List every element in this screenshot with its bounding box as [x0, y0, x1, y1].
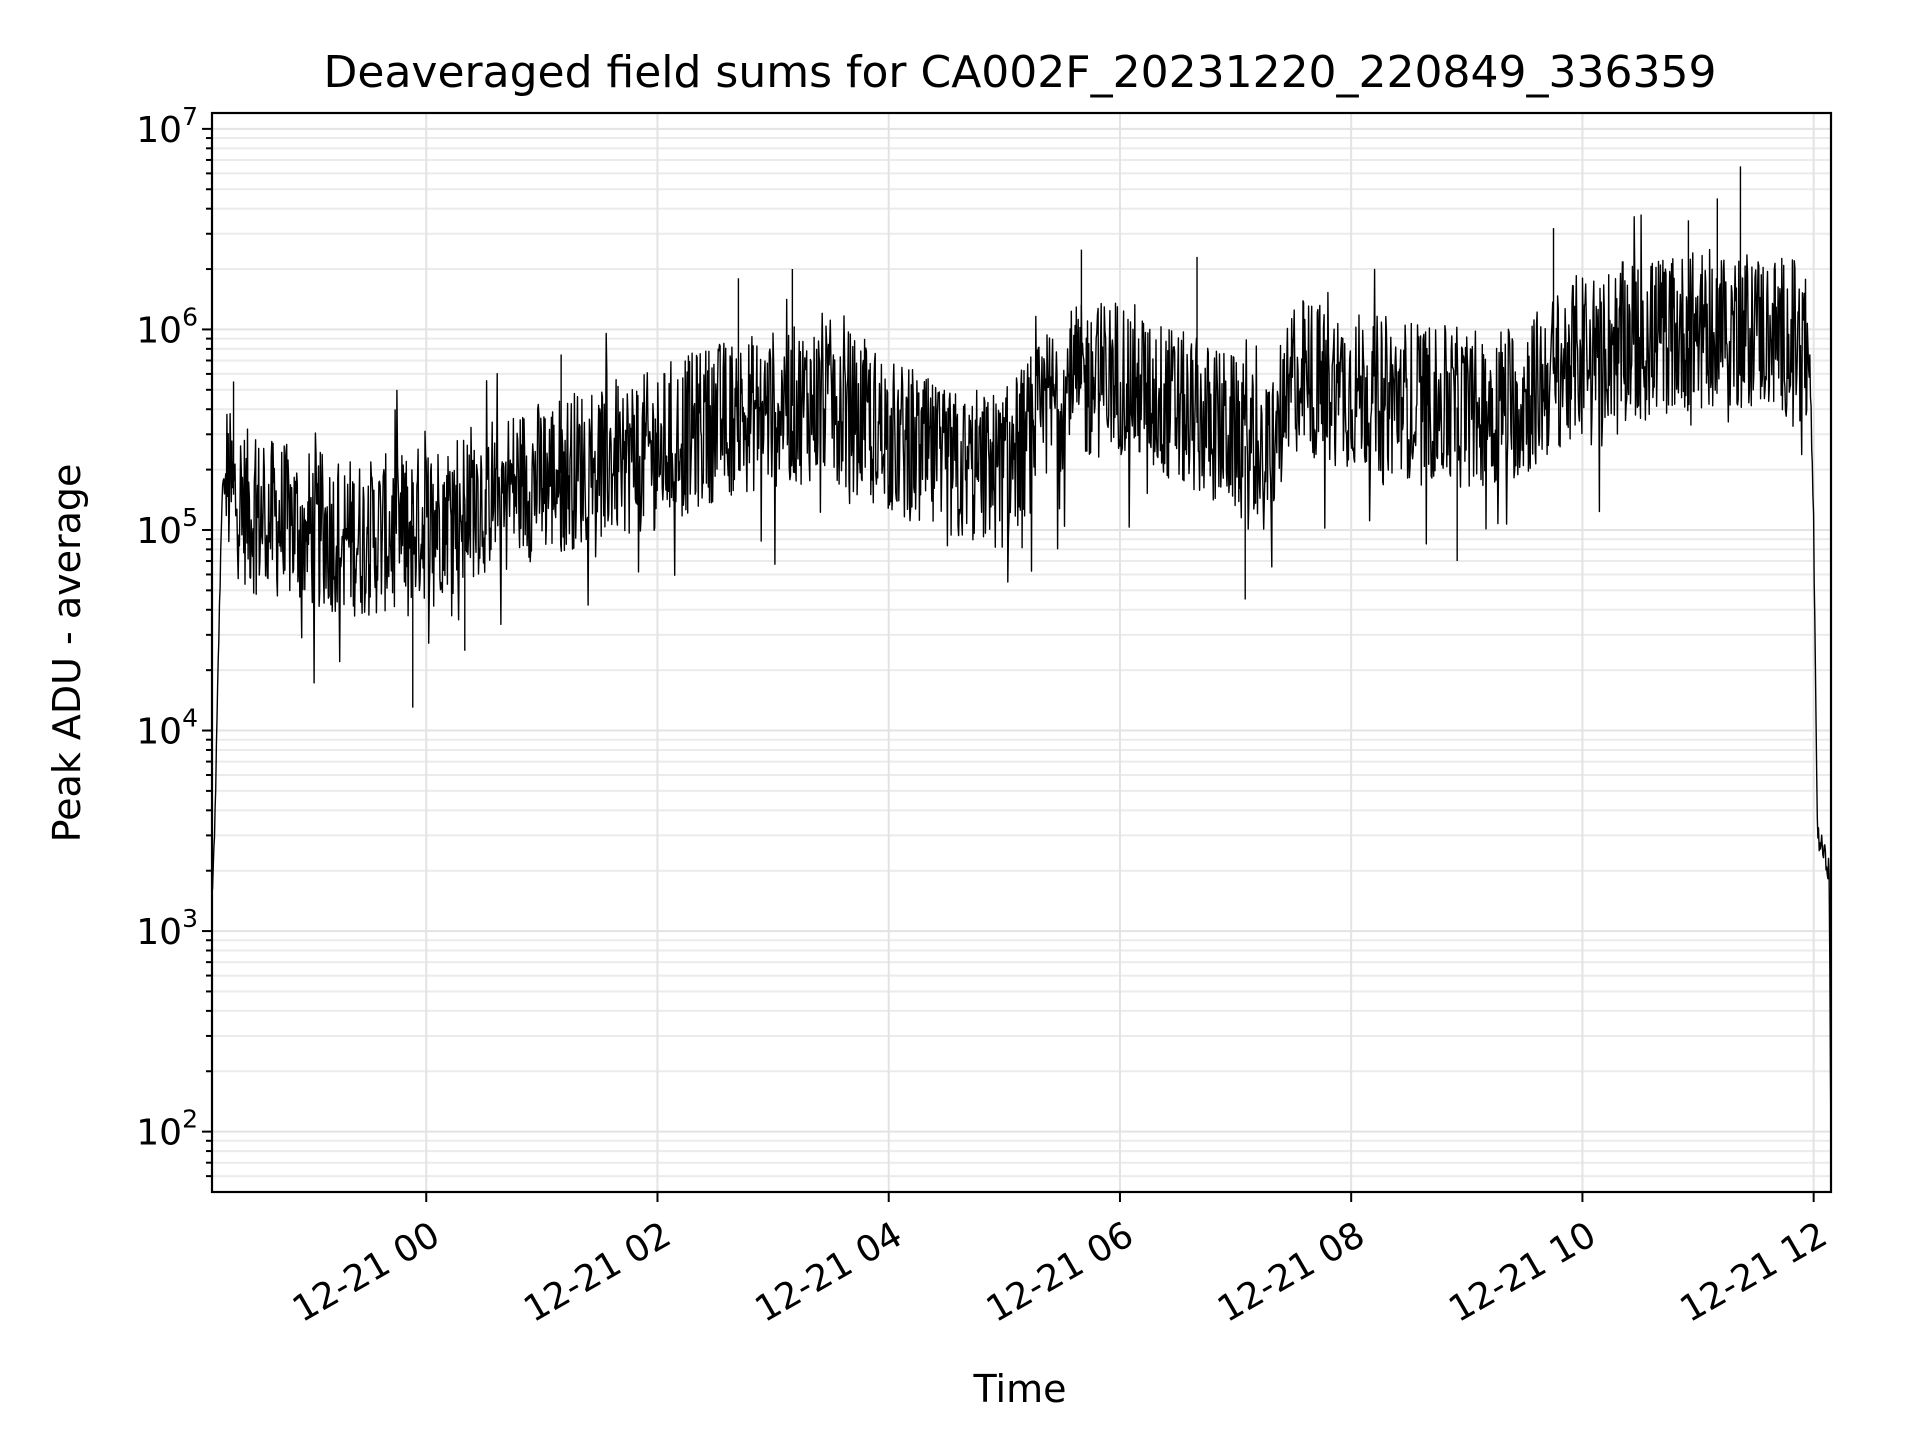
grid-layer	[212, 113, 1831, 1192]
chart-title: Deaveraged field sums for CA002F_2023122…	[324, 47, 1717, 98]
x-tick-label: 12-21 08	[1211, 1214, 1372, 1330]
data-layer	[211, 166, 1832, 1148]
x-axis: 12-21 00 12-21 02 12-21 04 12-21 06 12-21 08…	[286, 1192, 1834, 1331]
plot-frame	[210, 111, 1833, 1194]
x-tick-label: 12-21 02	[517, 1214, 678, 1330]
y-tick-label: 107	[136, 102, 198, 151]
y-tick-label: 105	[136, 503, 198, 552]
x-tick-label: 12-21 06	[980, 1214, 1141, 1330]
x-tick-label: 12-21 04	[749, 1214, 910, 1330]
y-tick-label: 103	[136, 904, 198, 953]
y-tick-label: 104	[136, 704, 198, 753]
y-axis: 102 103 104 105 106 107	[136, 102, 212, 1178]
x-tick-label: 12-21 00	[286, 1214, 447, 1330]
x-tick-label: 12-21 10	[1442, 1214, 1603, 1330]
series-line	[211, 214, 1832, 1148]
y-tick-label: 106	[136, 302, 198, 351]
y-tick-label: 102	[136, 1105, 198, 1154]
x-axis-label: Time	[973, 1367, 1067, 1411]
y-axis-label: Peak ADU - average	[45, 464, 89, 843]
x-tick-label: 12-21 12	[1673, 1214, 1834, 1330]
